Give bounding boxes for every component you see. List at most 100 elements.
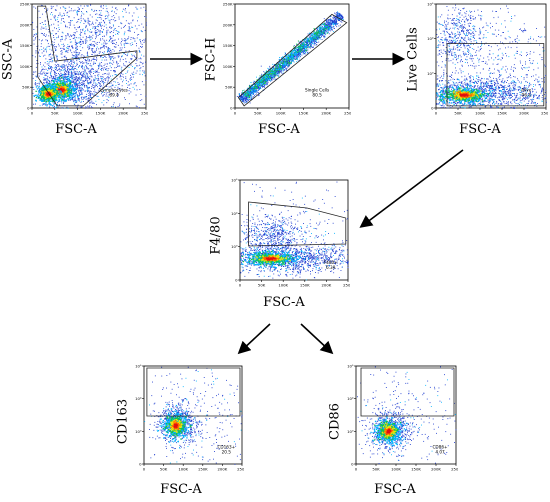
x-tick-label: 200K [322, 283, 332, 288]
scatter-plot-f480: F480+6.39 10⁵ 10⁴ 10³ 00 50K 100K 150K 200K 250K [231, 178, 350, 288]
y-axis-label: Live Cells [405, 27, 421, 92]
y-tick-label: 10⁵ [427, 2, 434, 7]
x-tick-label: 50K [160, 467, 168, 472]
y-axis-label: CD86 [327, 403, 343, 440]
y-tick-label: 100K [20, 64, 30, 69]
y-tick-label: 150K [223, 43, 233, 48]
x-tick-label: 100K [278, 283, 288, 288]
y-tick-label: 150K [20, 43, 30, 48]
x-tick-label: 150K [299, 111, 309, 116]
x-tick-label: 100K [391, 467, 401, 472]
panel-f480: F4/80 F480+ 6.39 10⁵ 10⁴ 10³ 0 0 50K 100K 150K 200… [208, 176, 351, 316]
gate-outline [146, 367, 241, 417]
panel-single-cells: FSC-H Single Cells 80.5 250K 200K 150K 100K 50… [203, 0, 353, 140]
x-tick-label: 150K [497, 111, 507, 116]
x-tick-label: 200K [519, 111, 529, 116]
gate-percent: 89.4 [109, 92, 119, 97]
y-axis-label: CD163 [115, 398, 131, 445]
gate-outline [37, 5, 138, 107]
y-tick-label: 0 [431, 106, 434, 111]
x-tick-label: 200K [321, 111, 331, 116]
y-axis-label: FSC-H [203, 37, 219, 82]
x-tick-label: 250K [451, 467, 458, 472]
x-tick-label: 0 [234, 111, 237, 116]
x-tick-label: 0 [143, 467, 146, 472]
panel-cd86: CD86 CD86+ 4.07 10⁵ 10⁴ 10³ 0 0 50K 100K 150K 200K… [325, 362, 460, 502]
y-tick-label: 0 [27, 106, 30, 111]
y-tick-label: 10³ [135, 429, 142, 434]
gate-name: CD86+ [433, 444, 448, 449]
x-axis-label: FSC-A [160, 482, 202, 497]
x-tick-label: 50K [372, 467, 380, 472]
x-tick-label: 50K [454, 111, 462, 116]
y-tick-label: 10³ [231, 244, 238, 249]
y-tick-label: 0 [235, 278, 238, 283]
x-tick-label: 250K [344, 111, 351, 116]
y-tick-label: 10⁵ [135, 364, 142, 369]
gate-percent: 4.07 [435, 449, 445, 454]
x-tick-label: 50K [258, 283, 266, 288]
gate-outline [248, 201, 347, 247]
y-tick-label: 10³ [427, 71, 434, 76]
y-tick-label: 10⁴ [231, 211, 238, 216]
x-axis-label: FSC-A [374, 482, 416, 497]
x-tick-label: 150K [300, 283, 310, 288]
gate-name: F480+ [324, 260, 338, 265]
x-tick-label: 200K [431, 467, 441, 472]
y-axis-label: SSC-A [0, 38, 16, 81]
y-tick-label: 0 [139, 462, 142, 467]
gate-outline [446, 43, 545, 107]
x-tick-label: 150K [411, 467, 421, 472]
panel-lymphocytes: SSC-A Lymphocytes 89.4 250K 200K 150K 100K 50K… [0, 0, 150, 140]
y-tick-label: 250K [20, 2, 30, 7]
y-tick-label: 50K [22, 85, 30, 90]
x-tick-label: 250K [237, 467, 244, 472]
x-tick-label: 100K [73, 111, 83, 116]
y-tick-label: 0 [230, 106, 233, 111]
x-tick-label: 250K [541, 111, 548, 116]
gate-name: Lymphocytes [100, 87, 128, 92]
x-tick-label: 100K [475, 111, 485, 116]
y-axis-label: F4/80 [208, 216, 224, 255]
y-tick-label: 0 [351, 462, 354, 467]
x-tick-label: 50K [51, 111, 59, 116]
y-tick-label: 50K [225, 85, 233, 90]
x-tick-label: 100K [178, 467, 188, 472]
gate-name: CD163+ [217, 444, 235, 449]
panel-live-cells: Live Cells Alive 96.4 10⁵ 10⁴ 10³ 0 0 50K 100K 15… [404, 0, 550, 140]
y-tick-label: 200K [223, 22, 233, 27]
y-tick-label: 100K [223, 64, 233, 69]
scatter-plot-cd86: CD86+4.07 10⁵ 10⁴ 10³ 00 50K 100K 150K 200K 250K [347, 364, 458, 472]
y-tick-label: 10⁵ [347, 364, 354, 369]
arrow-f480-to-cd163 [237, 323, 271, 355]
y-tick-label: 10⁴ [135, 396, 142, 401]
x-tick-label: 250K [343, 283, 350, 288]
x-axis-label: FSC-A [459, 122, 501, 137]
x-tick-label: 50K [254, 111, 262, 116]
y-tick-label: 10³ [347, 429, 354, 434]
y-tick-label: 10⁴ [427, 36, 434, 41]
x-tick-label: 0 [435, 111, 438, 116]
x-tick-label: 200K [218, 467, 228, 472]
gate-name: Alive [521, 87, 532, 92]
gate-outline [237, 13, 348, 107]
x-tick-label: 0 [355, 467, 358, 472]
gate-percent: 96.4 [522, 92, 532, 97]
x-tick-label: 150K [96, 111, 106, 116]
y-tick-label: 10⁵ [231, 178, 238, 183]
arrow-f480-to-cd86 [300, 323, 334, 355]
y-tick-label: 10⁴ [347, 396, 354, 401]
x-tick-label: 200K [118, 111, 128, 116]
y-tick-label: 250K [223, 2, 233, 7]
arrow-live-to-f480 [359, 149, 464, 228]
panel-cd163: CD163 CD163+ 20.5 10⁵ 10⁴ 10³ 0 0 50K 100K 150K 20… [113, 362, 245, 502]
y-tick-label: 200K [20, 22, 30, 27]
gate-outline [360, 367, 455, 417]
gate-percent: 80.5 [312, 92, 322, 97]
x-tick-label: 100K [276, 111, 286, 116]
x-tick-label: 250K [141, 111, 148, 116]
x-axis-label: FSC-A [55, 122, 97, 137]
